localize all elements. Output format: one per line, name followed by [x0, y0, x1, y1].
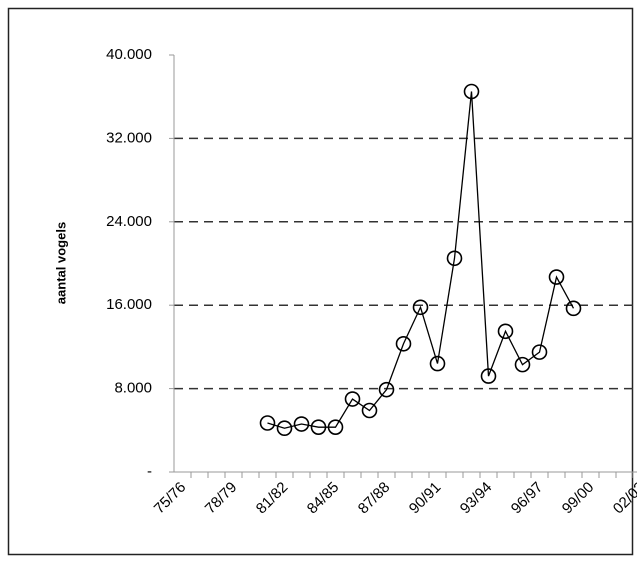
point: [480, 368, 497, 384]
point: [412, 299, 429, 316]
frame: [7, 7, 634, 556]
x-tick-label: 84/85: [304, 479, 343, 518]
x-tick-label: 93/94: [457, 479, 496, 518]
line: [267, 91, 575, 429]
x-tick-label: 75/76: [151, 479, 190, 518]
y-tick-label: 16.000: [106, 296, 152, 313]
point: [395, 335, 412, 352]
y-tick-label: 8.000: [114, 380, 152, 397]
point: [259, 415, 276, 431]
point: [361, 402, 378, 419]
point: [378, 381, 395, 398]
point: [344, 391, 361, 407]
point: [497, 323, 514, 340]
x-tick-label: 81/82: [253, 479, 292, 518]
point: [514, 356, 531, 373]
x-tick-label: 87/88: [355, 479, 394, 518]
y-tick-label: -: [147, 463, 152, 480]
y-axis-label: aantal vogels: [53, 222, 68, 304]
point: [446, 250, 463, 267]
x-tick-label: 99/00: [559, 479, 598, 518]
x-tick-label: 78/79: [202, 479, 241, 518]
y-tick-label: 32.000: [106, 129, 152, 146]
point: [429, 355, 446, 372]
point: [548, 269, 565, 285]
point: [565, 300, 582, 317]
point: [463, 83, 480, 100]
point: [531, 344, 548, 360]
x-tick-label: 90/91: [406, 479, 445, 518]
point: [293, 416, 310, 432]
point: [310, 419, 327, 435]
point: [327, 419, 344, 435]
point: [276, 420, 293, 437]
y-tick-label: 40.000: [106, 46, 152, 63]
x-tick-label: 96/97: [508, 479, 547, 518]
y-tick-label: 24.000: [106, 213, 152, 230]
